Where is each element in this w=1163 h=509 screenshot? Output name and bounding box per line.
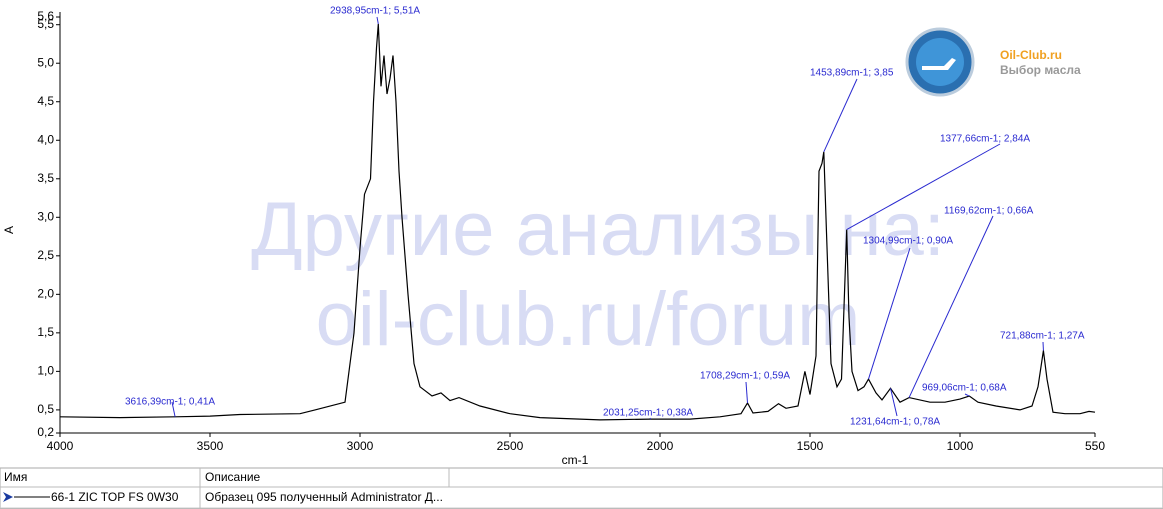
annotation-label: 2031,25cm-1; 0,38A: [603, 408, 693, 419]
logo-title: Oil-Club.ru: [1000, 48, 1062, 62]
x-tick-label: 3000: [347, 439, 374, 453]
y-tick-label: 2,0: [37, 287, 54, 301]
logo-subtitle: Выбор масла: [1000, 63, 1081, 77]
y-tick-label: 5,5: [37, 17, 54, 31]
y-tick-label: 5,0: [37, 55, 54, 69]
annotation-leader: [823, 78, 858, 153]
y-tick-label: 2,5: [37, 248, 54, 262]
x-tick-label: 550: [1085, 439, 1105, 453]
table: Имя Описание 66-1 ZIC TOP FS 0W30 Образе…: [0, 467, 1163, 509]
x-tick-label: 3500: [197, 439, 224, 453]
annotation-label: 1169,62cm-1; 0,66A: [944, 206, 1034, 217]
annotation-label: 1377,66cm-1; 2,84A: [940, 134, 1030, 145]
x-tick-label: 1500: [797, 439, 824, 453]
y-tick-label: 0,5: [37, 402, 54, 416]
x-tick-label: 1000: [947, 439, 974, 453]
y-tick-label: 1,5: [37, 325, 54, 339]
annotation-leader: [846, 143, 1001, 231]
annotation-leader: [964, 393, 970, 397]
row-cell[interactable]: 66-1 ZIC TOP FS 0W30: [51, 490, 179, 504]
y-tick-label: 4,0: [37, 132, 54, 146]
annotation-leader: [890, 388, 898, 417]
y-tick-label: 3,0: [37, 209, 54, 223]
annotation-label: 1231,64cm-1; 0,78A: [850, 417, 940, 428]
header-cell[interactable]: Имя: [4, 470, 27, 484]
x-tick-label: 2500: [497, 439, 524, 453]
annotation-leader: [908, 215, 994, 398]
annotation-leader: [376, 16, 379, 25]
annotation-label: 2938,95cm-1; 5,51A: [330, 6, 420, 17]
row-pointer: [3, 492, 13, 502]
annotation-label: 1453,89cm-1; 3,85: [810, 68, 894, 79]
logo: Oil-Club.ru Выбор масла: [905, 27, 1081, 97]
header-cell[interactable]: Описание: [205, 470, 261, 484]
annotation-leader: [649, 417, 652, 420]
annotation-label: 721,88cm-1; 1,27A: [1000, 331, 1085, 342]
logo-icon: [922, 58, 956, 70]
y-tick-label: 0,2: [37, 425, 54, 439]
y-axis-title: A: [2, 226, 16, 234]
row-cell[interactable]: Образец 095 полученный Administrator Д..…: [205, 490, 443, 504]
y-tick-label: 4,5: [37, 94, 54, 108]
x-tick-label: 4000: [47, 439, 74, 453]
y-tick-label: 1,0: [37, 364, 54, 378]
table-frame: [0, 467, 1163, 509]
x-tick-label: 2000: [647, 439, 674, 453]
annotation-label: 1304,99cm-1; 0,90A: [863, 236, 953, 247]
y-tick-label: 5,6: [37, 9, 54, 23]
x-axis-title: cm-1: [562, 453, 589, 467]
watermark: Другие анализы на:: [251, 187, 945, 272]
annotation-leader: [745, 381, 749, 403]
spectrum-line: [59, 23, 1096, 421]
watermark: oil-club.ru/forum: [316, 277, 861, 362]
annotation-label: 969,06cm-1; 0,68A: [922, 383, 1007, 394]
annotation-leader: [868, 247, 911, 380]
y-tick-label: 3,5: [37, 171, 54, 185]
annotation-leader: [171, 401, 176, 417]
annotation-label: 1708,29cm-1; 0,59A: [700, 371, 790, 382]
logo-badge: [916, 38, 964, 86]
annotation-label: 3616,39cm-1; 0,41A: [125, 397, 215, 408]
